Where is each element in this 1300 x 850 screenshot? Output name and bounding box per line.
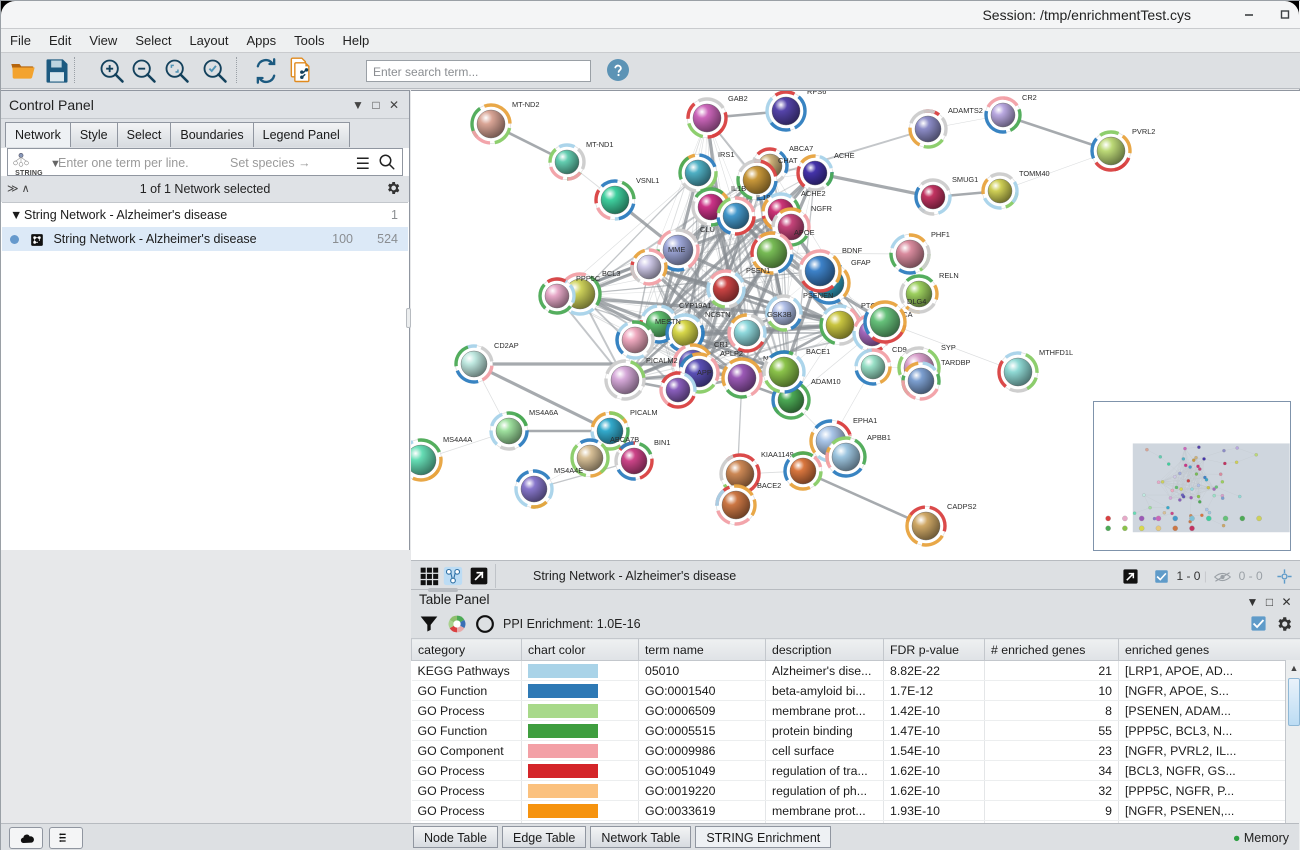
svg-text:APP: APP [697,368,712,377]
svg-text:SMUG1: SMUG1 [952,175,978,184]
svg-text:RPS6: RPS6 [807,91,826,96]
svg-text:BACE1: BACE1 [806,347,830,356]
svg-text:ADAMTS2: ADAMTS2 [948,106,983,115]
svg-text:CLU: CLU [700,225,715,234]
svg-text:APOE: APOE [794,228,815,237]
svg-text:CR1: CR1 [714,340,729,349]
svg-text:BCL3: BCL3 [602,269,621,278]
svg-text:CR2: CR2 [1022,93,1037,102]
svg-text:CHAT: CHAT [778,156,798,165]
svg-text:APLP2: APLP2 [720,349,743,358]
svg-text:PPP5C: PPP5C [576,274,601,283]
svg-text:MS4A6A: MS4A6A [529,408,558,417]
svg-text:NGFR: NGFR [811,204,832,213]
svg-text:VSNL1: VSNL1 [636,176,659,185]
svg-text:GSK3B: GSK3B [767,310,792,319]
svg-text:PSEN1: PSEN1 [746,266,770,275]
svg-text:IL1B: IL1B [731,184,746,193]
svg-text:NCSTN: NCSTN [705,310,730,319]
svg-text:RELN: RELN [939,271,959,280]
svg-text:CD9: CD9 [892,345,907,354]
svg-text:IRS1: IRS1 [718,150,734,159]
svg-text:MS4A4E: MS4A4E [554,466,583,475]
svg-text:DLG4: DLG4 [907,297,926,306]
svg-text:PHF1: PHF1 [931,230,950,239]
svg-text:BACE2: BACE2 [757,481,781,490]
svg-text:EPHA1: EPHA1 [853,416,877,425]
svg-text:TARDBP: TARDBP [941,358,970,367]
svg-text:MTHFD1L: MTHFD1L [1039,348,1073,357]
svg-text:PICALM: PICALM [630,408,658,417]
svg-text:MME: MME [668,245,685,254]
svg-text:SYP: SYP [941,343,956,352]
svg-text:ADAM10: ADAM10 [811,377,841,386]
svg-text:TOMM40: TOMM40 [1019,169,1050,178]
svg-text:MS4A4A: MS4A4A [443,435,472,444]
svg-text:KIAA1149: KIAA1149 [761,450,794,459]
svg-text:MT-ND2: MT-ND2 [512,100,540,109]
svg-text:BIN1: BIN1 [654,438,670,447]
svg-text:GAB2: GAB2 [728,94,748,103]
svg-text:MT-ND1: MT-ND1 [586,140,614,149]
svg-text:GFAP: GFAP [851,258,871,267]
svg-text:ACHE: ACHE [834,151,855,160]
svg-text:ACHE2: ACHE2 [801,189,826,198]
svg-text:PSENEN: PSENEN [803,291,833,300]
svg-text:BDNF: BDNF [842,246,863,255]
svg-text:ABCA7: ABCA7 [789,144,813,153]
svg-text:MESTN: MESTN [655,317,681,326]
svg-text:CD2AP: CD2AP [494,341,519,350]
svg-text:PVRL2: PVRL2 [1132,127,1155,136]
svg-text:CYP19A1: CYP19A1 [679,301,711,310]
svg-text:APBB1: APBB1 [867,433,891,442]
svg-text:PICALM2: PICALM2 [646,356,678,365]
svg-text:CADPS2: CADPS2 [947,502,977,511]
